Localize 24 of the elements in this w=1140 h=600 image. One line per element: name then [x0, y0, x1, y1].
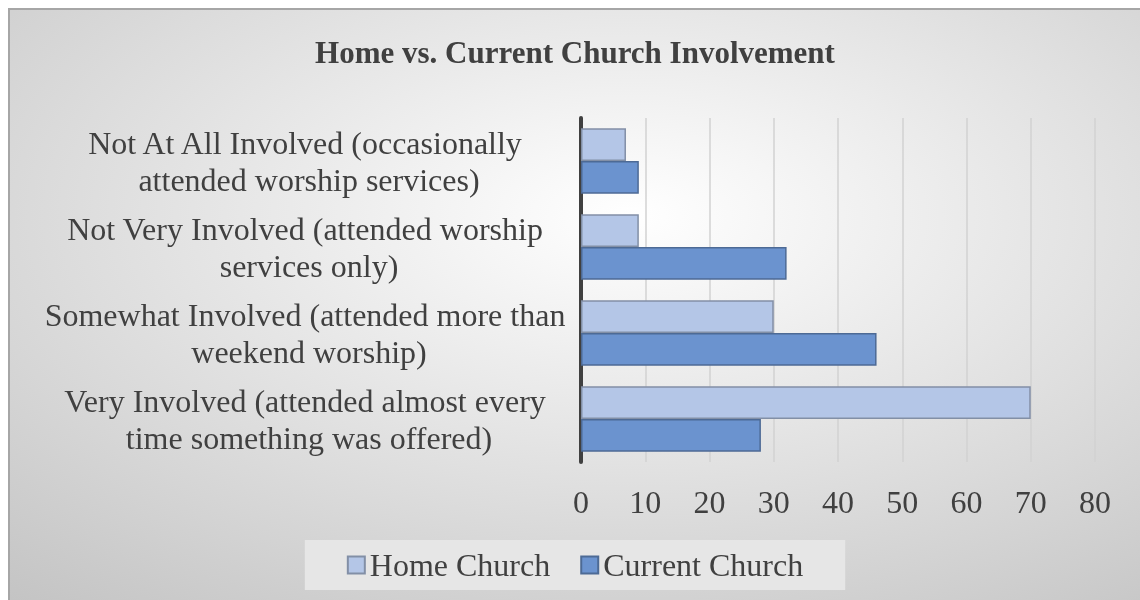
x-tick-label: 50 [886, 484, 919, 520]
bar [581, 128, 626, 161]
legend-label: Home Church [369, 547, 551, 583]
bar [581, 419, 761, 452]
x-tick-label: 80 [1079, 484, 1111, 520]
bar [581, 333, 877, 366]
legend-label: Current Church [603, 547, 804, 583]
x-tick-label: 70 [1014, 484, 1047, 520]
bar [581, 161, 639, 194]
y-tick-label: Not At All Involved (occasionally attended worship services) [88, 124, 530, 198]
x-tick-label: 20 [693, 484, 726, 520]
chart-title: Home vs. Current Church Involvement [315, 35, 836, 70]
y-tick-label: Somewhat Involved (attended more than weekend worship) [44, 296, 574, 370]
bar [581, 300, 774, 333]
x-tick-label: 0 [573, 484, 589, 520]
y-tick-label: Not Very Involved (attended worship services only) [67, 210, 551, 284]
y-tick-label: Very Involved (attended almost every time something was offered) [64, 382, 554, 456]
bar [581, 214, 639, 247]
x-tick-label: 10 [629, 484, 662, 520]
bar [581, 247, 787, 280]
bar [581, 386, 1031, 419]
x-tick-label: 60 [950, 484, 983, 520]
x-tick-label: 40 [822, 484, 854, 520]
x-tick-label: 30 [757, 484, 790, 520]
